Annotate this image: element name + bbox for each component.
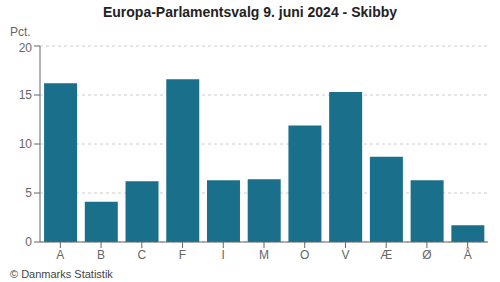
- svg-text:B: B: [97, 248, 105, 262]
- svg-text:Æ: Æ: [380, 248, 392, 262]
- svg-text:Å: Å: [464, 247, 472, 262]
- svg-text:15: 15: [19, 88, 33, 102]
- svg-text:M: M: [259, 248, 269, 262]
- svg-text:A: A: [56, 248, 64, 262]
- svg-text:10: 10: [19, 137, 33, 151]
- svg-text:Ø: Ø: [422, 248, 431, 262]
- html-text:Pct.: Pct.: [10, 25, 31, 39]
- svg-text:20: 20: [19, 41, 33, 55]
- svg-text:F: F: [179, 248, 186, 262]
- svg-text:5: 5: [25, 186, 32, 200]
- svg-text:O: O: [300, 248, 309, 262]
- svg-text:0: 0: [25, 235, 32, 249]
- svg-text:V: V: [341, 248, 349, 262]
- svg-text:C: C: [137, 248, 146, 262]
- html-text:Europa-Parlamentsvalg 9. juni: Europa-Parlamentsvalg 9. juni 2024 - Ski…: [102, 4, 397, 20]
- html-text:© Danmarks Statistik: © Danmarks Statistik: [10, 268, 113, 280]
- svg-text:I: I: [222, 248, 225, 262]
